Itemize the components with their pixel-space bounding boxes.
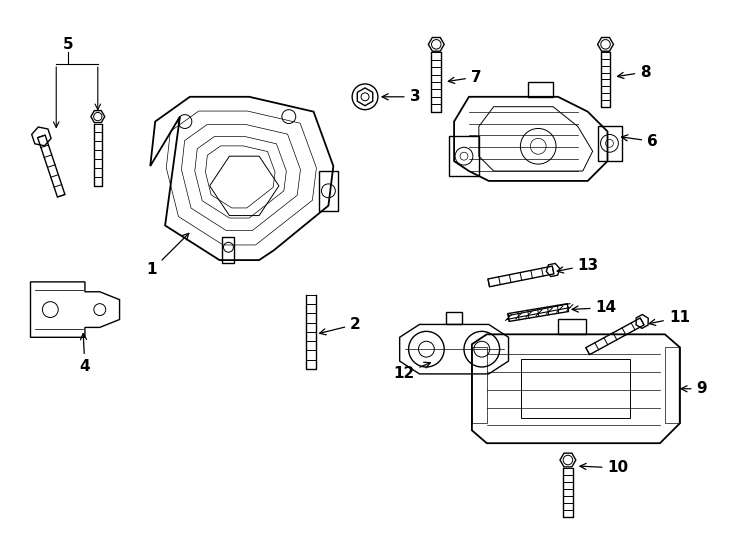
Text: 6: 6 (622, 134, 658, 149)
Text: 3: 3 (382, 89, 420, 104)
Text: 4: 4 (79, 334, 90, 374)
Text: 7: 7 (448, 70, 482, 84)
Text: 9: 9 (681, 381, 707, 396)
Text: 1: 1 (147, 233, 189, 278)
Text: 8: 8 (617, 65, 651, 79)
Text: 10: 10 (580, 461, 628, 475)
Text: 12: 12 (393, 362, 430, 381)
Text: 14: 14 (572, 300, 617, 315)
Text: 11: 11 (649, 310, 690, 326)
Text: 5: 5 (63, 37, 73, 52)
Text: 2: 2 (319, 317, 361, 335)
Text: 13: 13 (557, 258, 599, 273)
